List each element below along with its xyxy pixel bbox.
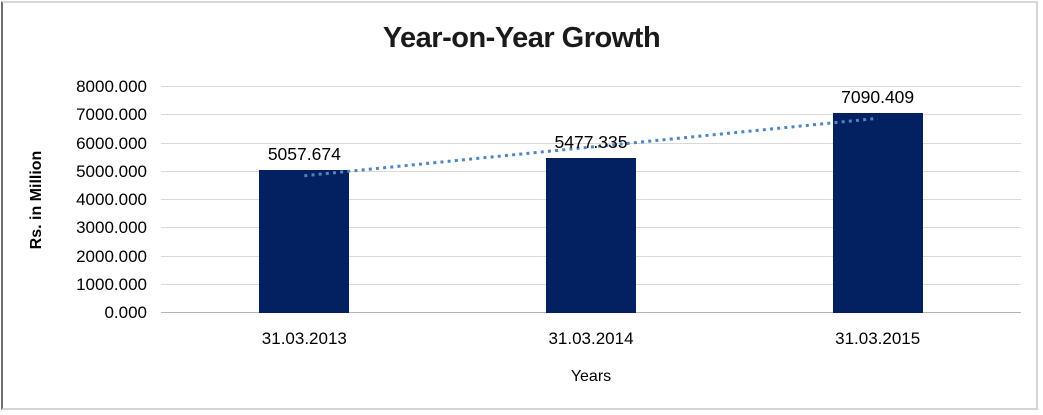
y-tick-label: 1000.000 (76, 274, 147, 294)
y-tick-label: 2000.000 (76, 246, 147, 266)
x-axis-ticks: 31.03.2013 31.03.2014 31.03.2015 (161, 329, 1021, 351)
x-tick-label: 31.03.2014 (548, 329, 634, 348)
y-tick-label: 5000.000 (76, 161, 147, 181)
y-tick-label: 7000.000 (76, 105, 147, 125)
bar (259, 170, 350, 313)
y-tick-label: 4000.000 (76, 190, 147, 209)
gridline (161, 114, 1021, 116)
gridline (161, 142, 1021, 144)
trendline (304, 116, 878, 178)
y-tick-label: 0.000 (104, 303, 147, 322)
bar-value-label: 5477.335 (554, 132, 628, 153)
x-tick-label: 31.03.2015 (835, 329, 921, 348)
y-tick-label: 8000.000 (76, 77, 147, 96)
y-tick-label: 3000.000 (76, 218, 147, 238)
bar (832, 112, 923, 313)
bar (546, 158, 636, 313)
x-tick-label: 31.03.2013 (261, 329, 347, 348)
y-tick-label: 6000.000 (76, 133, 147, 153)
x-axis-title: Years (570, 368, 612, 385)
plot-area: 5057.674 5477.335 7090.409 (161, 86, 1021, 313)
gridline (161, 86, 1021, 87)
bar-value-label: 5057.674 (267, 144, 341, 165)
bar-value-label: 7090.409 (841, 86, 915, 107)
chart-title: Year-on-Year Growth (382, 22, 661, 54)
y-axis-ticks: 0.000 1000.000 2000.000 3000.000 4000.000 500… (0, 77, 147, 322)
